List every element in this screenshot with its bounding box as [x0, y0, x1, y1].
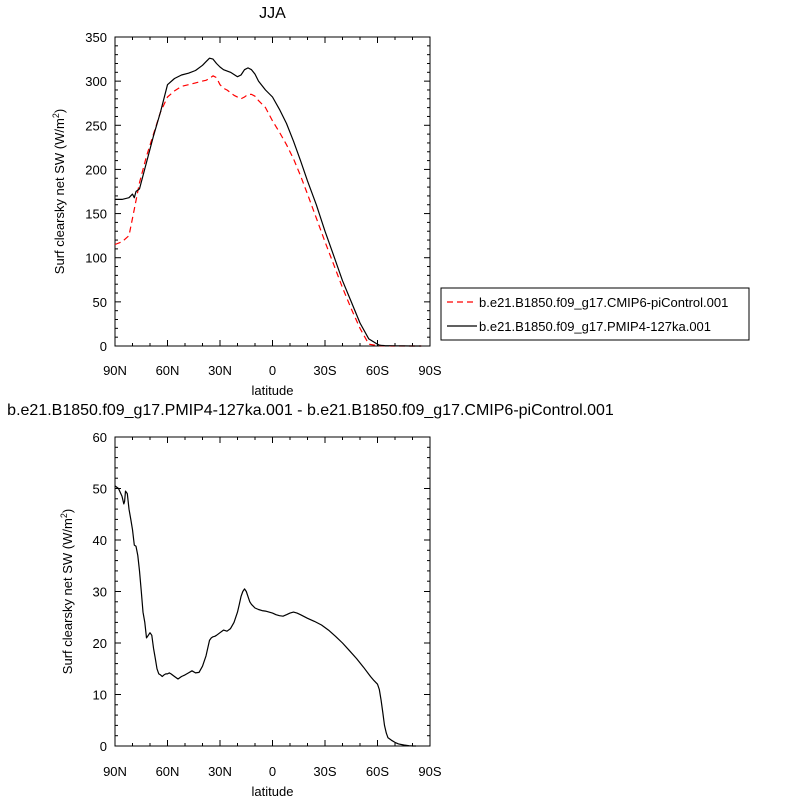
y-axis-label: Surf clearsky net SW (W/m2) [51, 109, 67, 274]
x-tick-label: 90S [418, 363, 441, 378]
y-tick-label: 40 [93, 533, 107, 548]
y-tick-label: 100 [85, 251, 107, 266]
y-tick-label: 20 [93, 636, 107, 651]
x-tick-label: 30S [313, 363, 336, 378]
series-line-1 [115, 57, 422, 347]
y-tick-label: 60 [93, 430, 107, 445]
chart-title: JJA [259, 5, 286, 22]
x-tick-label: 60N [156, 764, 180, 779]
x-axis-label: latitude [252, 784, 294, 799]
chart-difference-panel: b.e21.B1850.f09_g17.PMIP4-127ka.001 - b.… [7, 402, 614, 799]
series-line-0 [114, 75, 422, 347]
x-tick-label: 90N [103, 363, 127, 378]
x-tick-label: 30N [208, 363, 232, 378]
x-tick-label: 30S [313, 764, 336, 779]
y-tick-label: 300 [85, 74, 107, 89]
y-tick-label: 50 [93, 482, 107, 497]
legend-label-0: b.e21.B1850.f09_g17.CMIP6-piControl.001 [479, 295, 728, 310]
chart-jja-panel: JJA 90N 60N 30N 0 30S 60S 90S 0 50 100 150 200 250 300… [51, 5, 750, 398]
x-tick-label: 60S [366, 363, 389, 378]
plot-frame [114, 36, 431, 347]
x-tick-label: 60N [156, 363, 180, 378]
x-tick-label: 60S [366, 764, 389, 779]
plot-frame [114, 436, 431, 747]
y-tick-label: 200 [85, 162, 107, 177]
y-tick-label: 250 [85, 118, 107, 133]
legend-label-1: b.e21.B1850.f09_g17.PMIP4-127ka.001 [479, 319, 711, 334]
y-axis-label: Surf clearsky net SW (W/m2) [59, 509, 75, 674]
y-tick-label: 30 [93, 585, 107, 600]
y-tick-label: 150 [85, 207, 107, 222]
chart-title: b.e21.B1850.f09_g17.PMIP4-127ka.001 - b.… [7, 402, 614, 419]
x-tick-label: 0 [269, 363, 276, 378]
y-tick-label: 350 [85, 30, 107, 45]
y-tick-label: 10 [93, 688, 107, 703]
x-tick-label: 0 [269, 764, 276, 779]
y-tick-label: 50 [93, 295, 107, 310]
y-tick-label: 0 [100, 339, 107, 354]
x-tick-label: 90S [418, 764, 441, 779]
x-tick-label: 30N [208, 764, 232, 779]
legend-box [440, 287, 750, 341]
y-tick-label: 0 [100, 739, 107, 754]
x-axis-label: latitude [252, 383, 294, 398]
x-tick-label: 90N [103, 764, 127, 779]
series-line-0 [114, 485, 416, 747]
